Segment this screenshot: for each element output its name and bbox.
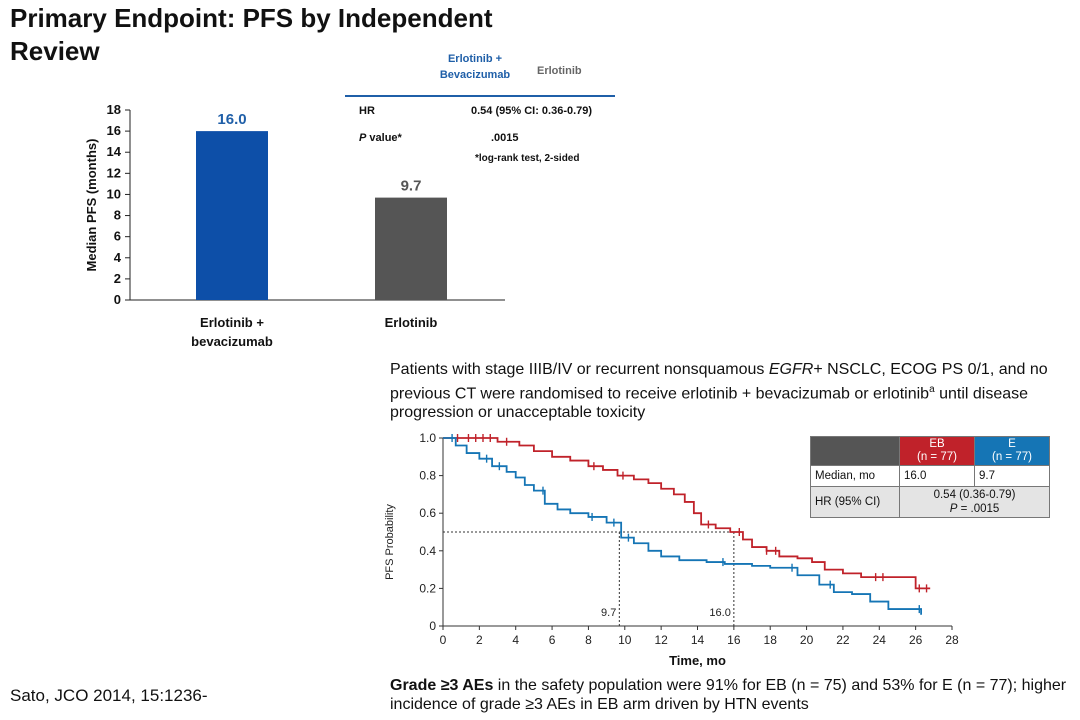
km-y-tick-label: 1.0 — [419, 431, 436, 445]
bar-category-label: Erlotinib — [385, 315, 438, 330]
km-y-tick-label: 0.4 — [419, 544, 436, 558]
stats-header-e: Erlotinib — [537, 65, 582, 77]
stats-header-eb: Erlotinib + Bevacizumab — [439, 53, 511, 81]
bar-y-tick-label: 4 — [114, 250, 122, 265]
km-x-tick-label: 2 — [476, 633, 483, 647]
km-median-e: 9.7 — [974, 465, 1050, 487]
stats-footnote: *log-rank test, 2-sided — [475, 153, 580, 164]
km-table-header-e: E (n = 77) — [974, 436, 1050, 466]
km-x-tick-label: 10 — [618, 633, 632, 647]
median-pfs-bar-chart: 0 2 4 6 8 10 12 14 16 18 Median PFS (months) 16.0 Er… — [84, 102, 505, 349]
km-x-tick-label: 0 — [440, 633, 447, 647]
km-series-e — [443, 437, 922, 615]
citation: Sato, JCO 2014, 15:1236- — [10, 686, 208, 705]
bar-y-tick-label: 0 — [114, 292, 121, 307]
bar-value-label: 9.7 — [401, 178, 422, 195]
km-y-tick-label: 0.2 — [419, 581, 436, 595]
km-x-tick-label: 24 — [873, 633, 887, 647]
km-table-hr-row: HR (95% CI) 0.54 (0.36-0.79) P = .0015 — [810, 486, 1050, 518]
bar-y-tick-label: 16 — [107, 123, 121, 138]
km-x-tick-label: 28 — [945, 633, 959, 647]
km-median-label: Median, mo — [810, 465, 900, 487]
bar-value-label: 16.0 — [217, 111, 246, 128]
safety-text: Grade ≥3 AEs in the safety population we… — [390, 677, 1067, 713]
page-title: Primary Endpoint: PFS by Independent Rev… — [10, 3, 493, 66]
km-x-tick-label: 4 — [512, 633, 519, 647]
bar-category-label: Erlotinib + — [200, 315, 264, 330]
km-median-eb: 16.0 — [899, 465, 975, 487]
km-x-tick-label: 14 — [691, 633, 705, 647]
stats-header-rule — [345, 95, 615, 97]
km-x-tick-label: 18 — [764, 633, 778, 647]
km-pfs-chart: 00.20.40.60.81.00 2 4 6 8 10 12 14 16 18 20 22 24 26 2… — [384, 431, 959, 668]
bar-category-label: bevacizumab — [191, 334, 273, 349]
km-y-tick-label: 0.6 — [419, 506, 436, 520]
bar-2 — [375, 197, 447, 300]
bar-y-tick-label: 2 — [114, 271, 121, 286]
km-x-tick-label: 26 — [909, 633, 923, 647]
km-series-eb — [443, 437, 931, 590]
km-hr-value: 0.54 (0.36-0.79) P = .0015 — [899, 486, 1050, 518]
km-summary-table: EB (n = 77) E (n = 77) Median, mo 16.0 9.7… — [810, 436, 1050, 518]
km-table-corner — [810, 436, 900, 466]
bar-y-tick-label: 10 — [107, 186, 121, 201]
km-x-tick-label: 20 — [800, 633, 814, 647]
km-hr-label: HR (95% CI) — [810, 486, 900, 518]
km-x-axis-label: Time, mo — [669, 653, 726, 668]
bar-y-tick-label: 14 — [107, 144, 122, 159]
bar-y-tick-label: 8 — [114, 208, 121, 223]
km-x-tick-label: 22 — [836, 633, 850, 647]
km-x-tick-label: 8 — [585, 633, 592, 647]
bar-y-tick-label: 18 — [107, 102, 121, 117]
km-table-median-row: Median, mo 16.0 9.7 — [810, 465, 1050, 487]
bar-y-axis-label: Median PFS (months) — [84, 139, 99, 272]
km-y-tick-label: 0 — [429, 619, 436, 633]
km-median-label: 9.7 — [601, 607, 616, 619]
km-x-tick-label: 16 — [727, 633, 741, 647]
km-table-header-eb: EB (n = 77) — [899, 436, 975, 466]
km-median-label: 16.0 — [709, 607, 730, 619]
km-y-tick-label: 0.8 — [419, 469, 436, 483]
study-design-text: Patients with stage IIIB/IV or recurrent… — [390, 361, 1048, 422]
stats-p-label: P value* — [359, 132, 402, 144]
bar-y-tick-label: 12 — [107, 165, 121, 180]
km-x-tick-label: 6 — [549, 633, 556, 647]
stats-hr-label: HR — [359, 105, 375, 117]
km-table-header-row: EB (n = 77) E (n = 77) — [810, 436, 1050, 466]
stats-hr-value: 0.54 (95% CI: 0.36-0.79) — [471, 105, 593, 117]
bar-y-tick-label: 6 — [114, 229, 121, 244]
bar-1 — [196, 131, 268, 300]
km-x-tick-label: 12 — [654, 633, 668, 647]
stats-p-value: .0015 — [491, 132, 519, 144]
km-y-axis-label: PFS Probability — [384, 504, 396, 580]
